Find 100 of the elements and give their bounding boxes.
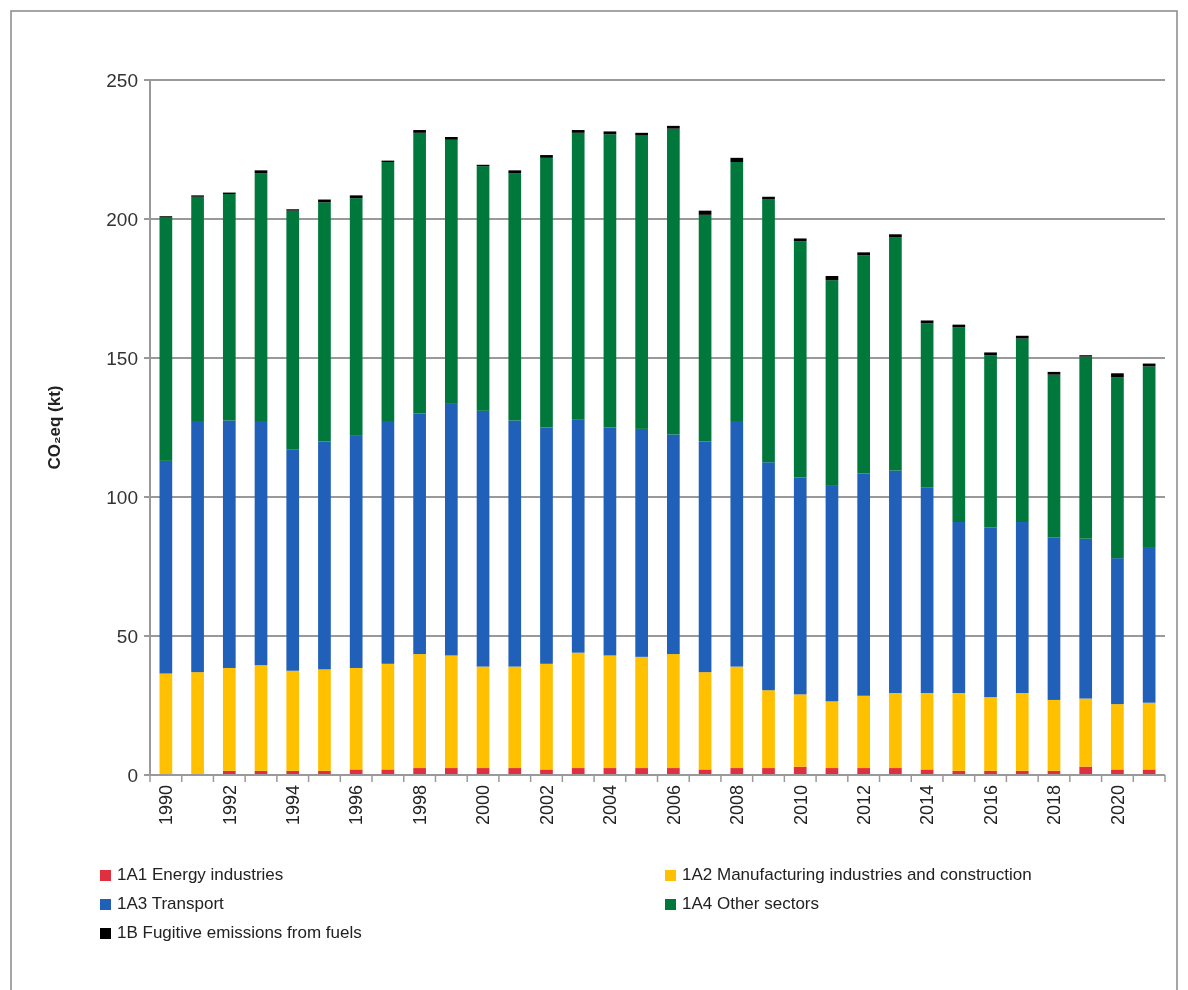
x-tick-label: 2014: [917, 785, 938, 826]
bar: [444, 403, 458, 656]
y-tick-label: 0: [127, 764, 138, 786]
bar: [730, 421, 744, 667]
y-tick-label: 150: [106, 347, 138, 369]
bar: [603, 427, 617, 656]
bar: [920, 323, 934, 488]
bar: [1111, 704, 1124, 770]
x-tick-label: 2016: [980, 785, 1001, 826]
bar: [381, 663, 395, 770]
bar: [984, 355, 997, 528]
bar: [318, 202, 331, 442]
bar: [540, 155, 553, 158]
bar: [920, 487, 934, 693]
legend-label: 1A2 Manufacturing industries and construction: [682, 865, 1032, 884]
bar: [1015, 335, 1029, 339]
x-tick-label: 2018: [1044, 785, 1065, 826]
bar: [508, 666, 522, 769]
bar: [1079, 538, 1093, 699]
bar: [1047, 699, 1061, 771]
bar: [381, 162, 395, 422]
legend-label: 1B Fugitive emissions from fuels: [117, 923, 362, 942]
bar: [349, 435, 363, 668]
bar: [1111, 558, 1124, 705]
bar: [984, 527, 997, 698]
bar: [920, 320, 934, 324]
bar: [508, 420, 522, 667]
bar: [1111, 377, 1124, 559]
bar: [191, 196, 204, 422]
bar: [730, 666, 744, 769]
bar: [191, 672, 204, 775]
x-tick-label: 2010: [790, 785, 811, 826]
y-tick-label: 50: [116, 625, 138, 647]
bar: [825, 485, 839, 702]
bar: [635, 656, 648, 769]
bar: [1079, 698, 1093, 767]
bar: [254, 421, 268, 666]
bar: [952, 522, 966, 693]
x-tick-label: 2012: [853, 785, 874, 826]
bar: [349, 198, 363, 436]
bar: [1111, 769, 1124, 775]
bar: [667, 434, 680, 655]
bar: [793, 694, 807, 767]
y-tick-label: 200: [106, 208, 138, 230]
bar: [889, 234, 902, 238]
bar: [508, 173, 522, 421]
bar: [1047, 537, 1061, 700]
y-axis-title: CO₂eq (kt): [45, 385, 64, 470]
bar: [571, 132, 585, 420]
bar: [571, 130, 585, 133]
bar: [540, 663, 553, 770]
bar: [698, 214, 712, 442]
bar: [984, 697, 997, 771]
x-tick-label: 1990: [156, 785, 177, 826]
bar: [952, 327, 966, 523]
bar: [889, 470, 902, 693]
bar: [857, 255, 871, 474]
bar: [349, 195, 363, 199]
bar: [667, 125, 680, 129]
bar: [540, 157, 553, 428]
bar: [571, 652, 585, 769]
bar: [698, 210, 712, 215]
bar: [1142, 547, 1156, 703]
bar: [191, 421, 204, 673]
bar: [667, 654, 680, 769]
bar: [444, 136, 458, 140]
x-tick-label: 2002: [536, 785, 557, 826]
bar: [318, 669, 331, 771]
bar: [159, 460, 173, 674]
bar: [635, 135, 648, 429]
bar: [1015, 338, 1029, 523]
x-tick-label: 1992: [219, 785, 240, 826]
bar: [540, 769, 553, 775]
bar: [1111, 373, 1124, 378]
bar: [222, 193, 236, 421]
bar: [667, 128, 680, 435]
x-tick-label: 1994: [283, 785, 304, 826]
bar: [413, 654, 426, 769]
x-tick-label: 1998: [409, 785, 430, 826]
bar: [1047, 371, 1061, 375]
bar: [508, 170, 522, 174]
legend-label: 1A3 Transport: [117, 894, 225, 913]
bar: [857, 473, 871, 696]
bar: [413, 413, 426, 655]
x-tick-label: 1996: [346, 785, 367, 826]
bar: [444, 655, 458, 769]
bar: [286, 670, 300, 771]
bar: [1142, 366, 1156, 548]
legend-label: 1A1 Energy industries: [117, 865, 284, 884]
bar: [444, 139, 458, 404]
bar: [254, 170, 268, 174]
bar: [571, 419, 585, 653]
bar: [762, 199, 775, 463]
bar: [254, 173, 268, 422]
x-tick-label: 2000: [473, 785, 494, 826]
bar: [889, 237, 902, 471]
x-tick-label: 2008: [727, 785, 748, 826]
bar: [793, 238, 807, 242]
y-tick-label: 250: [106, 69, 138, 91]
bar: [793, 477, 807, 695]
